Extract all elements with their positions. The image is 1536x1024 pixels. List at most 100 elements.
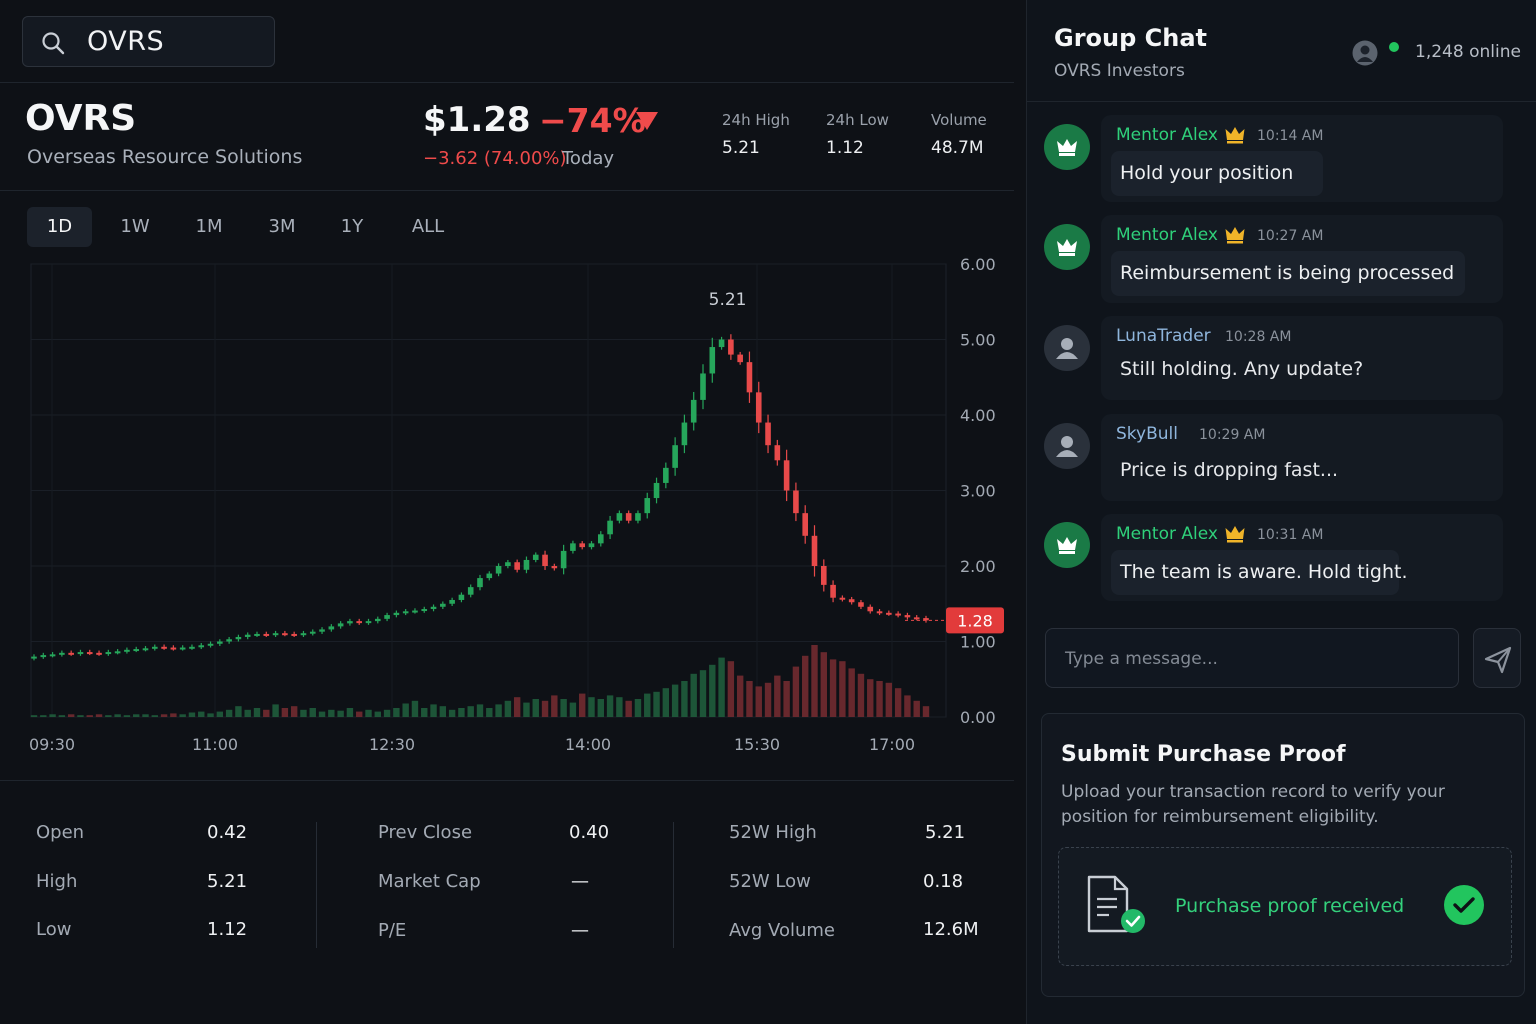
message-text: Reimbursement is being processed — [1111, 251, 1465, 296]
candle — [467, 587, 474, 595]
avatar[interactable] — [1044, 224, 1090, 270]
candle — [133, 649, 140, 652]
message-author[interactable]: SkyBull — [1116, 424, 1178, 444]
volume-bar — [198, 711, 205, 717]
candle — [774, 445, 781, 461]
tab-3m[interactable]: 3M — [268, 216, 296, 237]
message-input[interactable]: Type a message... — [1045, 628, 1459, 688]
message-author[interactable]: Mentor Alex — [1116, 225, 1218, 245]
chat-subtitle: OVRS Investors — [1054, 61, 1185, 81]
volume-bar — [49, 714, 56, 717]
y-tick-label: 6.00 — [960, 255, 996, 274]
volume-bar — [114, 714, 121, 717]
message-text: The team is aware. Hold tight. — [1111, 550, 1408, 595]
candle — [347, 621, 353, 624]
search-icon — [42, 32, 65, 55]
search-box[interactable]: OVRS — [22, 16, 275, 67]
stat-label: Low — [36, 919, 72, 940]
online-count: 1,248 online — [1415, 42, 1521, 62]
message-author[interactable]: LunaTrader — [1116, 326, 1211, 346]
upload-dropzone[interactable]: Purchase proof received — [1058, 847, 1512, 966]
volume-bar — [374, 711, 381, 717]
tab-1w[interactable]: 1W — [120, 216, 150, 237]
avatar[interactable] — [1044, 423, 1090, 469]
message-author[interactable]: Mentor Alex — [1116, 524, 1218, 544]
volume-bar — [839, 661, 846, 717]
last-price-tag — [946, 607, 1004, 634]
candle — [579, 543, 586, 548]
candle — [839, 597, 846, 600]
candle — [858, 602, 864, 607]
tab-1m[interactable]: 1M — [195, 216, 223, 237]
candle — [124, 649, 130, 652]
crown-icon — [1225, 526, 1245, 543]
volume-bar — [495, 704, 502, 717]
candle — [904, 615, 911, 618]
candle — [40, 655, 47, 658]
candle — [718, 339, 725, 348]
volume-bar — [77, 715, 84, 717]
message-author[interactable]: Mentor Alex — [1116, 125, 1218, 145]
x-tick-label: 11:00 — [192, 735, 238, 754]
stat-volume-value: 48.7M — [931, 138, 984, 158]
volume-bar — [802, 655, 809, 717]
crown-icon — [1057, 139, 1077, 156]
message-text: Still holding. Any update? — [1120, 358, 1364, 380]
volume-bar — [606, 695, 614, 717]
candle — [440, 603, 446, 607]
y-tick-label: 2.00 — [960, 557, 996, 576]
candle — [235, 636, 242, 640]
tab-1d[interactable]: 1D — [27, 207, 92, 247]
volume-bar — [170, 713, 177, 717]
candle — [765, 422, 771, 446]
proof-status: Purchase proof received — [1175, 895, 1405, 917]
volume-bar — [123, 715, 131, 717]
volume-bar — [290, 706, 298, 717]
volume-bar — [272, 704, 279, 717]
volume-bar — [346, 708, 354, 717]
avatar[interactable] — [1044, 124, 1090, 170]
divider — [673, 822, 674, 948]
candle — [923, 618, 929, 621]
y-tick-label: 0.00 — [960, 708, 996, 727]
stat-value: — — [571, 920, 589, 941]
tab-1y[interactable]: 1Y — [340, 216, 364, 237]
y-tick-label: 3.00 — [960, 482, 996, 501]
candle — [105, 652, 112, 655]
volume-bar — [225, 709, 233, 717]
volume-bar — [207, 713, 214, 717]
stat-value: 0.18 — [923, 871, 964, 892]
volume-bar — [764, 682, 772, 717]
candle — [895, 613, 901, 616]
send-button[interactable] — [1473, 628, 1521, 688]
volume-bar — [105, 715, 112, 717]
tab-all[interactable]: ALL — [411, 216, 445, 237]
message-time: 10:27 AM — [1257, 228, 1324, 244]
stat-24h-high-value: 5.21 — [722, 138, 760, 158]
volume-bar — [365, 709, 372, 717]
volume-bar — [653, 691, 660, 717]
stat-value: — — [571, 871, 589, 892]
volume-bar — [541, 700, 549, 717]
search-input-value[interactable]: OVRS — [87, 26, 165, 57]
divider — [1027, 101, 1536, 102]
price-chart[interactable]: 6.00 5.00 4.00 3.00 2.00 1.00 0.00 09:30 11:00 12… — [0, 250, 1014, 770]
user-icon — [1352, 40, 1378, 66]
candle — [486, 573, 493, 579]
avatar[interactable] — [1044, 522, 1090, 568]
volume-bar — [179, 714, 186, 717]
chat-message: LunaTrader 10:28 AM Still holding. Any u… — [1101, 316, 1503, 400]
price-change: −3.62 (74.00%) — [423, 148, 567, 169]
candle — [337, 623, 344, 627]
candle — [616, 513, 623, 521]
volume-bar — [448, 709, 456, 717]
candle — [458, 594, 465, 600]
candle — [728, 339, 734, 355]
avatar[interactable] — [1044, 325, 1090, 371]
volume-bar — [857, 673, 865, 717]
candle — [653, 482, 660, 499]
candle — [449, 599, 455, 604]
volume-bar — [513, 697, 521, 717]
candle — [886, 612, 892, 615]
volume-bar — [467, 706, 474, 717]
